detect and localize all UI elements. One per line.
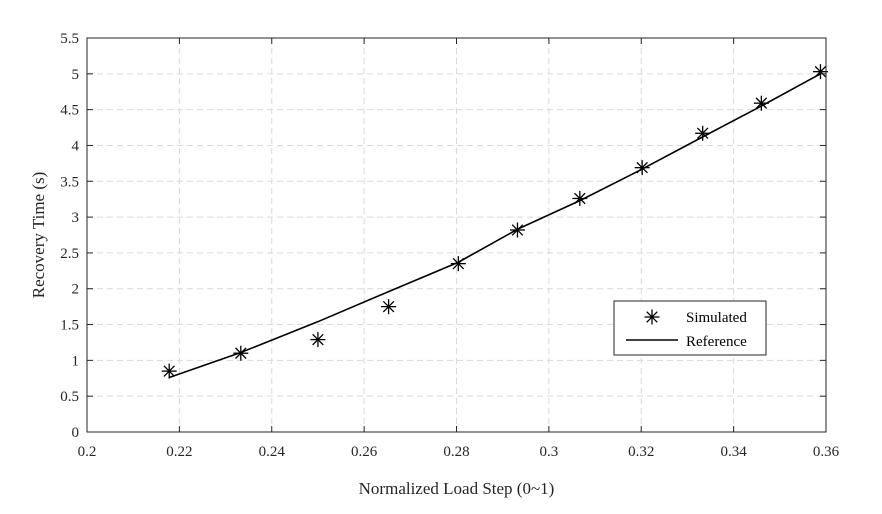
simulated-point: [572, 190, 588, 206]
axis-ticks: [86, 37, 827, 433]
y-tick-label: 0.5: [60, 389, 79, 405]
series-layer: [161, 64, 828, 379]
legend: Simulated Reference: [613, 300, 767, 356]
plot-area: [87, 38, 826, 432]
legend-marker-simulated: [644, 309, 660, 325]
x-tick-label: 0.3: [540, 444, 559, 460]
y-tick-label: 3: [72, 210, 80, 226]
legend-label-reference: Reference: [686, 334, 747, 350]
simulated-point: [812, 64, 828, 80]
legend-asterisk-icon: [644, 309, 660, 325]
x-tick-label: 0.32: [628, 444, 654, 460]
y-tick-label: 2: [72, 282, 80, 298]
simulated-point: [695, 125, 711, 141]
legend-box: [613, 300, 767, 356]
simulated-point: [634, 160, 650, 176]
x-tick-label: 0.36: [813, 444, 840, 460]
x-tick-label: 0.34: [721, 444, 748, 460]
x-tick-label: 0.26: [351, 444, 378, 460]
simulated-point: [450, 256, 466, 272]
legend-label-simulated: Simulated: [686, 310, 747, 326]
y-tick-label: 5.5: [60, 31, 79, 47]
simulated-point: [310, 332, 326, 348]
x-tick-label: 0.2: [78, 444, 97, 460]
simulated-point: [161, 363, 177, 379]
y-tick-label: 4: [72, 138, 80, 154]
y-tick-label: 2.5: [60, 246, 79, 262]
y-tick-label: 3.5: [60, 174, 79, 190]
tick-labels: 0.2 0.22 0.24 0.26 0.28 0.3 0.32 0.34 0.36 0 0.5 1 1…: [60, 31, 839, 460]
y-tick-label: 1.5: [60, 318, 79, 334]
y-tick-label: 0: [72, 425, 80, 441]
y-axis-label: Recovery Time (s): [29, 172, 48, 299]
x-axis-label: Normalized Load Step (0~1): [359, 479, 555, 498]
x-tick-label: 0.28: [443, 444, 469, 460]
x-tick-label: 0.24: [259, 444, 286, 460]
grid-lines: [87, 38, 826, 432]
simulated-point: [381, 299, 397, 315]
y-tick-label: 1: [72, 353, 80, 369]
y-tick-label: 5: [72, 67, 80, 83]
y-tick-label: 4.5: [60, 103, 79, 119]
simulated-point: [509, 222, 525, 238]
simulated-point: [753, 95, 769, 111]
simulated-point: [233, 345, 249, 361]
x-tick-label: 0.22: [166, 444, 192, 460]
